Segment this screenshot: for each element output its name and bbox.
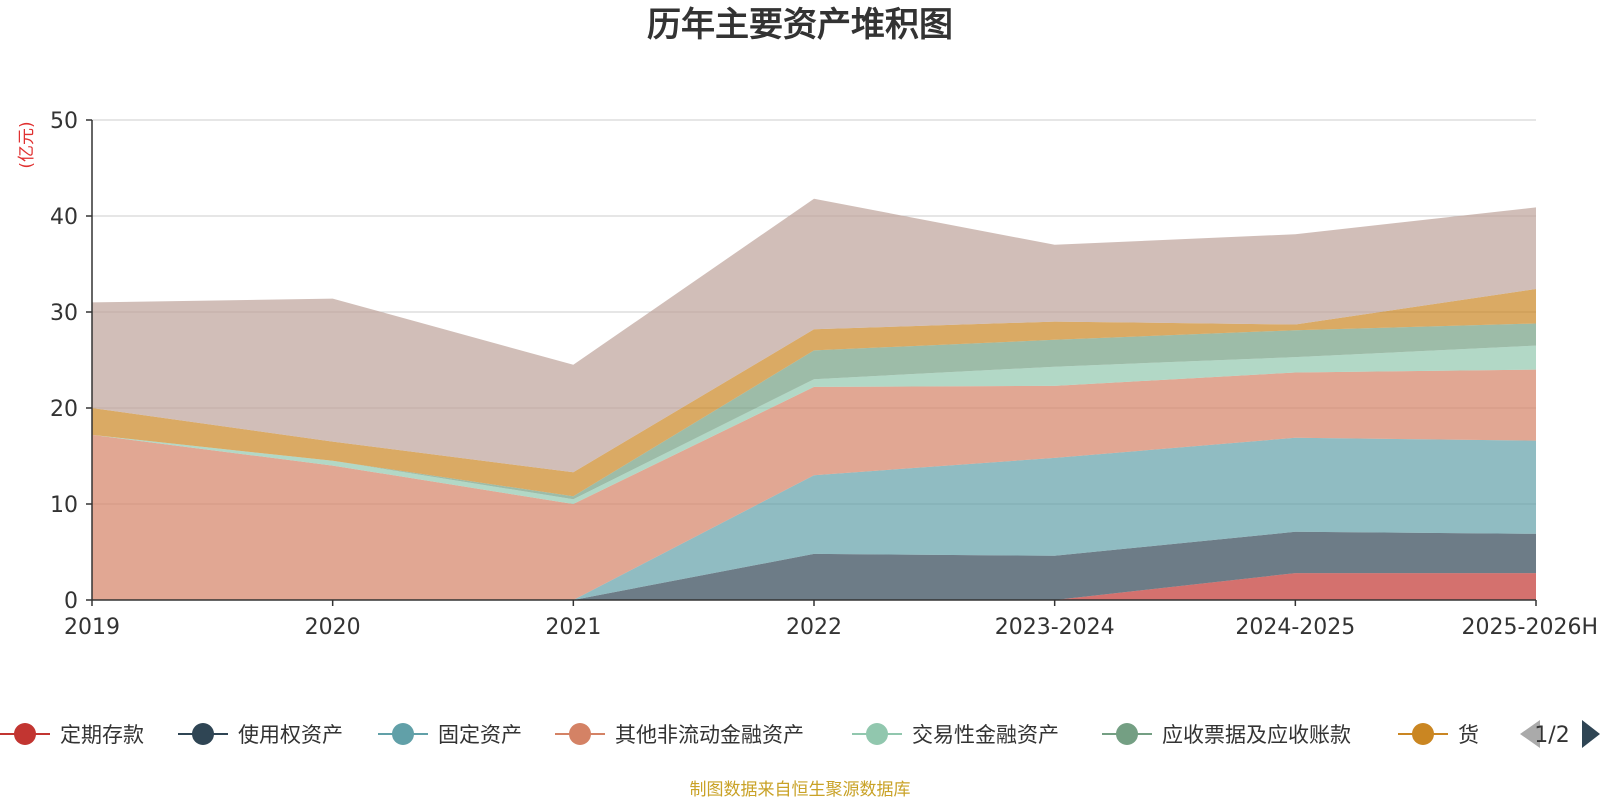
area-series-2 — [92, 437, 1536, 600]
y-tick-label-50: 50 — [50, 109, 78, 134]
area-series-0 — [92, 573, 1536, 600]
data-source-note: 制图数据来自恒生聚源数据库 — [690, 780, 911, 800]
x-tick-label-0: 2019 — [64, 615, 120, 640]
legend: 定期存款 使用权资产 固定资产 其他非流动金融资产 交易性金融资产 应收票据及应收账款 货 1… — [0, 720, 1600, 748]
legend-page-indicator: 1/2 — [1534, 723, 1569, 748]
area-series-7 — [92, 198, 1536, 473]
y-axis-unit: (亿元) — [17, 121, 37, 168]
y-tick-label-30: 30 — [50, 301, 78, 326]
x-tick-label-5: 2024-2025 — [1235, 615, 1355, 640]
legend-item-3[interactable]: 其他非流动金融资产 — [555, 723, 804, 747]
area-series-1 — [92, 531, 1536, 600]
legend-item-1[interactable]: 使用权资产 — [178, 723, 343, 747]
x-tick-label-4: 2023-2024 — [995, 615, 1115, 640]
area-series-6 — [92, 289, 1536, 497]
chart-title: 历年主要资产堆积图 — [647, 5, 953, 45]
legend-prev-page-icon[interactable] — [1520, 720, 1540, 748]
y-tick-label-40: 40 — [50, 205, 78, 230]
area-series-3 — [92, 369, 1536, 600]
legend-label: 应收票据及应收账款 — [1162, 723, 1351, 747]
legend-item-2[interactable]: 固定资产 — [378, 723, 522, 747]
legend-label: 使用权资产 — [238, 723, 343, 747]
legend-next-page-icon[interactable] — [1582, 720, 1600, 748]
legend-label: 固定资产 — [438, 723, 522, 747]
legend-item-5[interactable]: 应收票据及应收账款 — [1102, 723, 1351, 747]
legend-marker — [392, 723, 414, 745]
legend-marker — [1412, 723, 1434, 745]
legend-item-4[interactable]: 交易性金融资产 — [852, 723, 1059, 747]
legend-item-0[interactable]: 定期存款 — [0, 723, 144, 747]
y-tick-label-20: 20 — [50, 397, 78, 422]
legend-label: 其他非流动金融资产 — [615, 723, 804, 747]
x-tick-label-2: 2021 — [545, 615, 601, 640]
legend-marker — [569, 723, 591, 745]
legend-label: 定期存款 — [60, 723, 144, 747]
legend-marker — [1116, 723, 1138, 745]
legend-label: 货 — [1458, 723, 1479, 747]
y-tick-label-10: 10 — [50, 493, 78, 518]
legend-marker — [14, 723, 36, 745]
legend-marker — [866, 723, 888, 745]
area-series-group — [92, 198, 1536, 600]
legend-label: 交易性金融资产 — [912, 723, 1059, 747]
legend-marker — [192, 723, 214, 745]
area-series-4 — [92, 345, 1536, 504]
legend-item-6[interactable]: 货 — [1398, 723, 1479, 747]
x-tick-label-3: 2022 — [786, 615, 842, 640]
area-series-5 — [92, 323, 1536, 500]
y-tick-label-0: 0 — [64, 589, 78, 614]
x-tick-label-6: 2025-2026H — [1462, 615, 1598, 640]
axes: 0 10 20 30 40 50 2019 2020 2021 2022 2023-2024 2024… — [50, 109, 1598, 640]
x-tick-label-1: 2020 — [305, 615, 361, 640]
